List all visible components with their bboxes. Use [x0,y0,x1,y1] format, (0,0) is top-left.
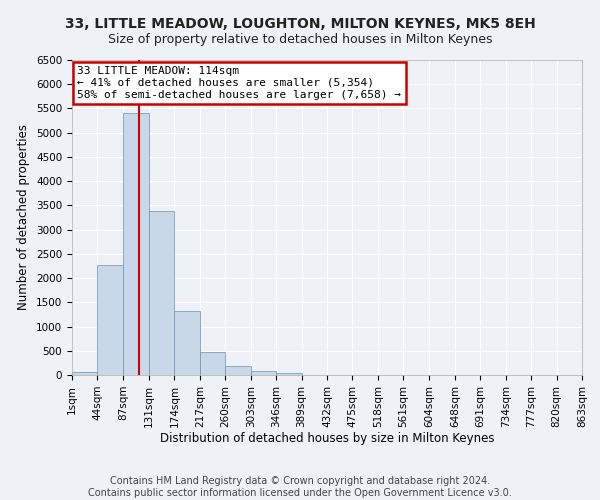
Text: 33 LITTLE MEADOW: 114sqm
← 41% of detached houses are smaller (5,354)
58% of sem: 33 LITTLE MEADOW: 114sqm ← 41% of detach… [77,66,401,100]
Bar [123,114,149,375]
Bar [175,311,200,375]
Bar [149,211,175,375]
Y-axis label: Number of detached properties: Number of detached properties [17,124,31,310]
Bar [200,352,225,375]
Text: 33, LITTLE MEADOW, LOUGHTON, MILTON KEYNES, MK5 8EH: 33, LITTLE MEADOW, LOUGHTON, MILTON KEYN… [65,18,535,32]
Text: Size of property relative to detached houses in Milton Keynes: Size of property relative to detached ho… [108,32,492,46]
Bar [251,370,276,375]
Bar [97,264,123,375]
Bar [276,372,302,375]
Text: Contains HM Land Registry data © Crown copyright and database right 2024.
Contai: Contains HM Land Registry data © Crown c… [88,476,512,498]
Bar [225,366,251,375]
Bar [72,372,97,375]
X-axis label: Distribution of detached houses by size in Milton Keynes: Distribution of detached houses by size … [160,432,494,446]
